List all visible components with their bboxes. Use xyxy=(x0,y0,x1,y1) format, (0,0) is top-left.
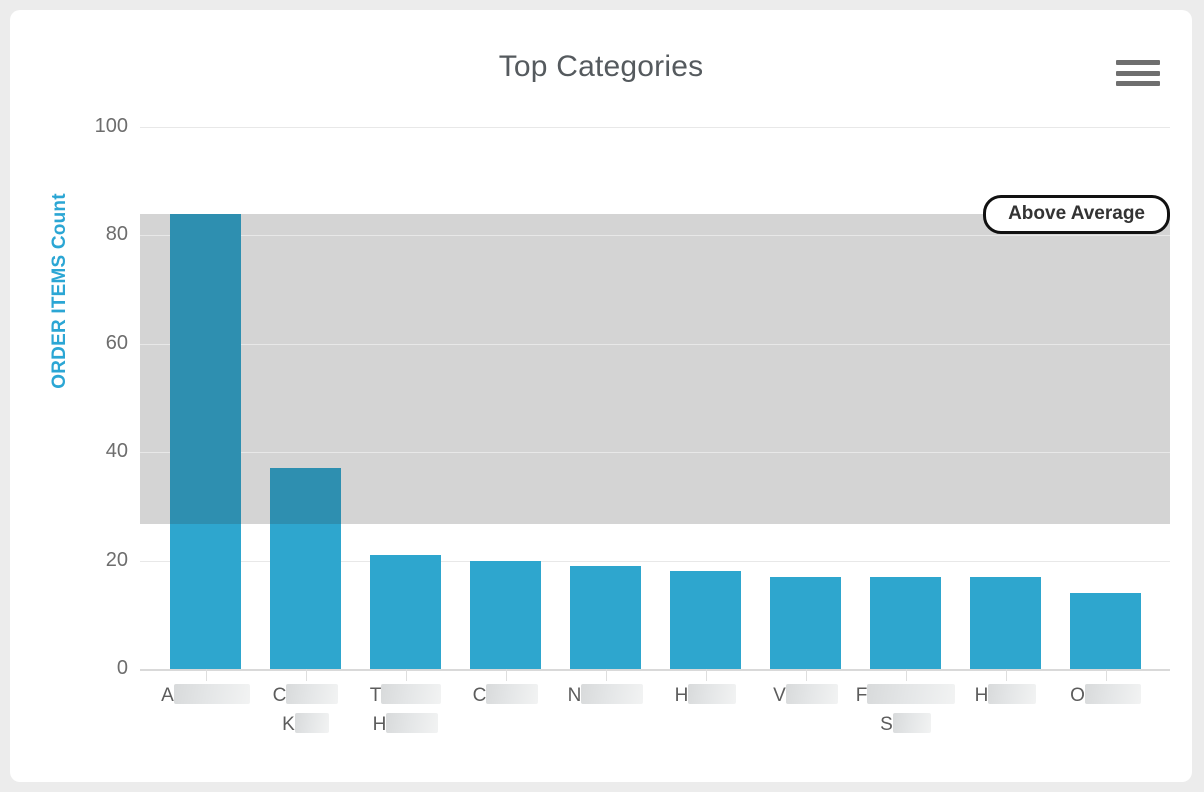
bar[interactable] xyxy=(470,560,541,669)
x-axis-label: V xyxy=(716,681,896,710)
x-tick-mark xyxy=(905,669,907,681)
x-axis-label: O xyxy=(1016,681,1196,710)
x-axis-label: A xyxy=(116,681,296,710)
plot-area: Above Average 0 20 40 60 80 100 ORDER ITEMS C… xyxy=(10,10,1192,782)
bar-above-average-segment xyxy=(270,468,341,525)
bar[interactable] xyxy=(970,576,1041,669)
x-tick-mark xyxy=(705,669,707,681)
bar[interactable] xyxy=(370,555,441,669)
bar[interactable] xyxy=(170,213,241,669)
y-tick-label-20: 20 xyxy=(105,548,128,571)
bar-above-average-segment xyxy=(170,213,241,525)
gridline-20 xyxy=(140,560,1170,562)
gridline-40 xyxy=(140,452,1170,454)
x-tick-mark xyxy=(805,669,807,681)
y-tick-label-100: 100 xyxy=(94,115,128,137)
x-tick-mark xyxy=(405,669,407,681)
chart-card: Top Categories Above Average 0 20 40 60 80 10… xyxy=(10,10,1192,782)
bar[interactable] xyxy=(670,571,741,669)
hamburger-bar-1 xyxy=(1116,60,1160,65)
hamburger-menu-icon[interactable] xyxy=(1116,57,1160,89)
above-average-badge[interactable]: Above Average xyxy=(983,194,1170,234)
x-tick-mark xyxy=(205,669,207,681)
y-tick-label-60: 60 xyxy=(105,331,128,354)
x-tick-mark xyxy=(505,669,507,681)
y-tick-label-0: 0 xyxy=(116,657,128,679)
bar[interactable] xyxy=(870,576,941,669)
y-tick-label-40: 40 xyxy=(105,440,128,463)
gridline-0 xyxy=(140,669,1170,671)
bars xyxy=(10,10,1192,782)
x-axis-label: C xyxy=(416,681,596,710)
x-axis-label: N xyxy=(516,681,696,710)
y-tick-label-80: 80 xyxy=(105,223,128,246)
bar[interactable] xyxy=(270,468,341,669)
x-tick-mark xyxy=(1005,669,1007,681)
x-tick-mark xyxy=(1105,669,1107,681)
gridline-80 xyxy=(140,235,1170,237)
x-axis-label: H xyxy=(616,681,796,710)
bar[interactable] xyxy=(1070,593,1141,669)
bar[interactable] xyxy=(770,576,841,669)
hamburger-bar-2 xyxy=(1116,70,1160,76)
hamburger-bar-3 xyxy=(1116,81,1160,86)
gridline-60 xyxy=(140,343,1170,345)
x-axis-label: H xyxy=(916,681,1096,710)
bar[interactable] xyxy=(570,566,641,669)
gridline-100 xyxy=(140,127,1170,128)
x-tick-mark xyxy=(305,669,307,681)
x-tick-mark xyxy=(605,669,607,681)
page-title: Top Categories xyxy=(498,50,704,83)
